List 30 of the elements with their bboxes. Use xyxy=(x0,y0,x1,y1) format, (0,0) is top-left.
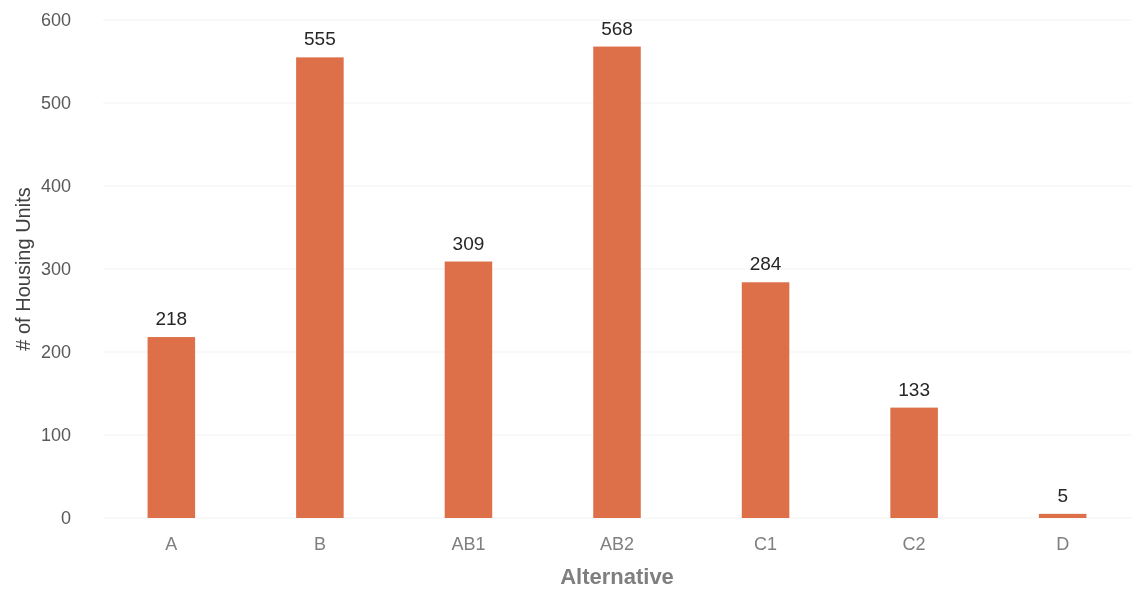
y-axis-title: # of Housing Units xyxy=(12,187,34,351)
y-tick-label: 600 xyxy=(40,10,71,31)
bar xyxy=(296,57,344,518)
data-label: 568 xyxy=(601,17,633,39)
data-label: 555 xyxy=(304,28,336,50)
x-axis-title: Alternative xyxy=(560,564,674,589)
y-tick-label: 400 xyxy=(40,176,71,197)
bar xyxy=(147,337,196,518)
bar xyxy=(1038,513,1087,518)
bar xyxy=(741,282,790,518)
x-tick-label: C2 xyxy=(902,534,926,554)
bar xyxy=(444,261,493,518)
data-label: 284 xyxy=(749,253,782,275)
y-tick-label: 500 xyxy=(40,93,71,114)
x-tick-label: AB1 xyxy=(451,534,486,554)
data-label: 5 xyxy=(1057,484,1068,506)
data-label: 218 xyxy=(155,308,188,330)
data-label: 309 xyxy=(452,232,485,254)
data-label: 133 xyxy=(898,378,930,400)
y-tick-label: 0 xyxy=(60,508,71,529)
x-tick-label: D xyxy=(1056,534,1070,554)
bar xyxy=(890,407,938,518)
y-tick-label: 100 xyxy=(40,425,71,446)
x-tick-label: B xyxy=(313,534,326,554)
x-tick-label: A xyxy=(165,534,178,554)
bar xyxy=(593,46,641,518)
y-tick-label: 300 xyxy=(40,259,71,280)
y-tick-label: 200 xyxy=(40,342,71,363)
x-tick-label: C1 xyxy=(754,534,778,554)
x-tick-label: AB2 xyxy=(599,534,635,554)
